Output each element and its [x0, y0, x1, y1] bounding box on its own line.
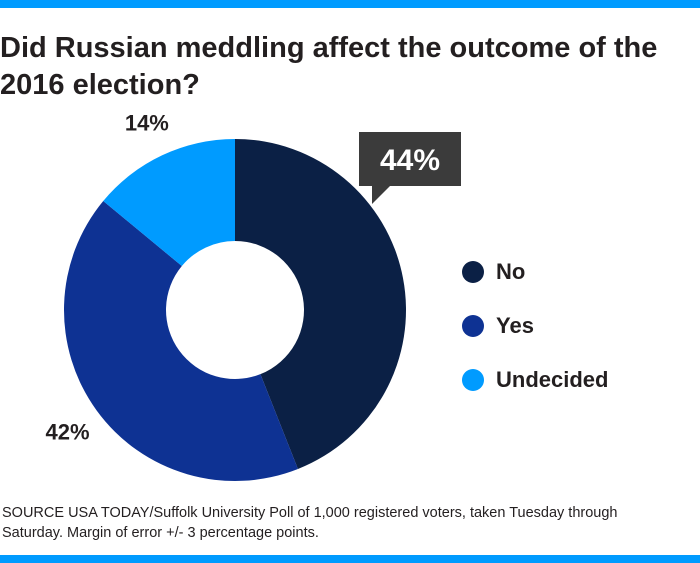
legend-item-undecided: Undecided: [462, 366, 608, 394]
legend-label-yes: Yes: [496, 313, 534, 338]
slice-no: [235, 139, 407, 469]
source-note: SOURCE USA TODAY/Suffolk University Poll…: [2, 505, 618, 541]
top-accent-bar: [0, 0, 700, 8]
data-label-yes: 42%: [46, 420, 90, 445]
slice-yes: [63, 201, 298, 482]
slice-undecided: [103, 139, 235, 267]
legend-swatch-yes: [462, 315, 484, 337]
legend-item-no: No: [462, 258, 608, 286]
callout-no: 44%: [359, 132, 461, 204]
legend-label-no: No: [496, 259, 526, 284]
legend-swatch-no: [462, 261, 484, 283]
data-label-undecided: 14%: [125, 111, 169, 136]
callout-box: [359, 132, 461, 204]
data-label-no: 44%: [380, 144, 440, 177]
bottom-accent-bar: [0, 555, 700, 563]
legend: No Yes Undecided: [462, 258, 608, 420]
legend-swatch-undecided: [462, 369, 484, 391]
legend-label-undecided: Undecided: [496, 367, 609, 392]
legend-item-yes: Yes: [462, 312, 608, 340]
chart-title: Did Russian meddling affect the outcome …: [0, 32, 658, 101]
